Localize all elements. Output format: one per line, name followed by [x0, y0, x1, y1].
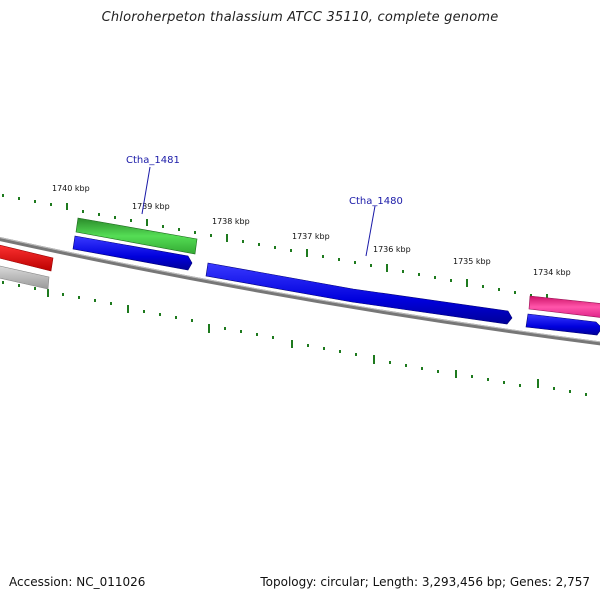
tick-label-1737: 1737 kbp: [292, 232, 330, 241]
genome-summary-text: Topology: circular; Length: 3,293,456 bp…: [260, 575, 590, 589]
accession-text: Accession: NC_011026: [9, 575, 146, 589]
gene-feature-gray[interactable]: [0, 265, 50, 290]
tick-label-1738: 1738 kbp: [212, 217, 250, 226]
tick-label-1739: 1739 kbp: [132, 202, 170, 211]
gene-ctha-1481[interactable]: [75, 217, 198, 255]
inner-tick-ring: [2, 281, 587, 396]
gene-label-ctha-1481[interactable]: Ctha_1481: [126, 155, 180, 166]
gene-feature-blue-right[interactable]: [525, 313, 600, 336]
tick-label-1735: 1735 kbp: [453, 257, 491, 266]
tick-label-1734: 1734 kbp: [533, 268, 571, 277]
map-title: Chloroherpeton thalassium ATCC 35110, co…: [101, 10, 499, 25]
gene-ctha-1480[interactable]: [205, 262, 513, 325]
genome-backbone: [0, 237, 600, 346]
gene-feature-blue-small[interactable]: [72, 235, 193, 271]
gene-feature-magenta[interactable]: [528, 295, 600, 318]
leader-line-ctha-1481: [141, 166, 151, 215]
gene-label-ctha-1480[interactable]: Ctha_1480: [349, 196, 403, 207]
tick-label-1740: 1740 kbp: [52, 184, 90, 193]
tick-label-1736: 1736 kbp: [373, 245, 411, 254]
gene-feature-red[interactable]: [0, 244, 54, 272]
leader-line-ctha-1480: [365, 205, 376, 257]
